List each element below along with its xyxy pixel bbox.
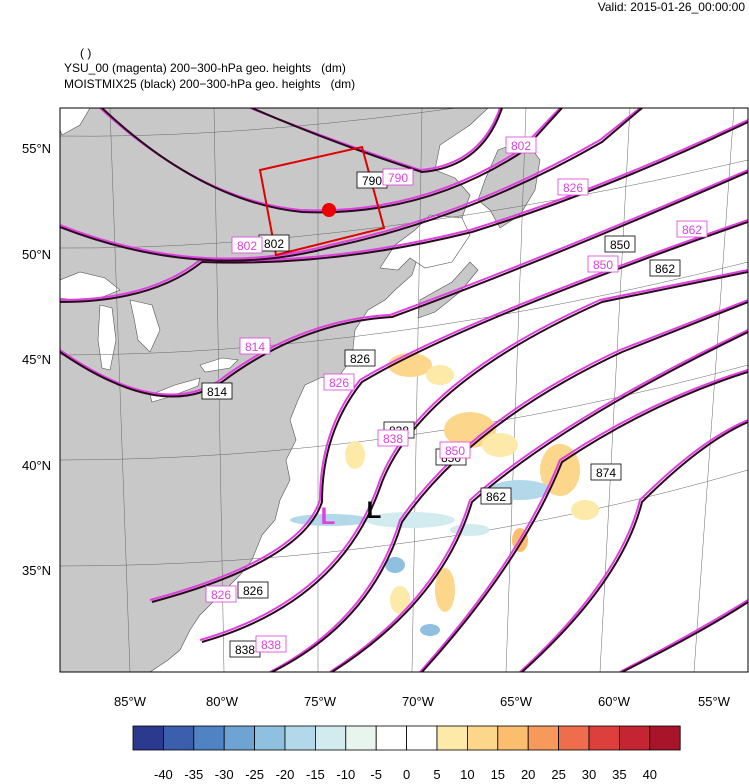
colorbar-box [466, 725, 499, 751]
colorbar-box [375, 725, 408, 751]
colorbar-tick-label: -25 [245, 767, 264, 782]
colorbar-box [649, 725, 681, 751]
black-label-790: 790 [362, 174, 382, 188]
colorbar-box [345, 725, 377, 751]
colorbar-tick-label: -30 [214, 767, 234, 782]
colorbar-box [132, 725, 164, 751]
colorbar-box [619, 725, 651, 751]
colorbar-tick-label: 10 [460, 767, 475, 782]
lon-label-80: 80°W [206, 694, 239, 709]
colorbar-tick-label: -20 [275, 767, 295, 782]
magenta-label-850-ne: 850 [593, 258, 613, 272]
magenta-label-826-s: 826 [211, 588, 231, 602]
colorbar-box [314, 725, 347, 751]
colorbar-tick-label: -15 [305, 767, 325, 782]
magenta-label-850: 850 [445, 444, 465, 458]
black-legend-text: MOISTMIX25 (black) 200−300-hPa geo. heig… [64, 77, 356, 91]
focus-box [258, 145, 386, 257]
black-label-814: 814 [207, 385, 227, 399]
lat-label-45: 45°N [22, 352, 51, 367]
colorbar-box [223, 725, 255, 751]
valid-time: Valid: 2015-01-26_00:00:00 [597, 0, 745, 14]
colorbar-box [162, 725, 195, 751]
colorbar-tick-label: -40 [153, 767, 173, 782]
colorbar-tick-label: -10 [336, 767, 356, 782]
colorbar-box [497, 725, 529, 751]
magenta-label-838: 838 [383, 432, 403, 446]
focus-dot [322, 203, 336, 217]
colorbar-box [284, 725, 316, 751]
lon-label-65: 65°W [500, 694, 533, 709]
colorbar-tick-label: -5 [370, 767, 382, 782]
colorbar-tick-label: 20 [520, 767, 536, 782]
lake-michigan [97, 304, 117, 371]
black-label-874: 874 [596, 466, 616, 480]
magenta-label-802: 802 [237, 239, 257, 253]
lake-superior [60, 271, 121, 301]
black-label-826: 826 [350, 352, 370, 366]
lat-label-55: 55°N [22, 141, 51, 156]
map-frame [59, 107, 749, 673]
lon-label-60: 60°W [598, 694, 631, 709]
lat-label-35: 35°N [22, 563, 51, 578]
graticule [60, 108, 748, 672]
lat-label-50: 50°N [22, 247, 51, 262]
low-marker-black: L [367, 497, 382, 524]
magenta-legend-text: YSU_00 (magenta) 200−300-hPa geo. height… [64, 61, 346, 75]
colorbar-tick-label: 25 [551, 767, 566, 782]
lat-label-group: 55°N 50°N 45°N 40°N 35°N [22, 141, 51, 578]
colorbar-tick-label: 0 [402, 767, 411, 782]
lon-label-75: 75°W [304, 694, 337, 709]
colorbar-box [406, 725, 438, 751]
lon-label-85: 85°W [114, 694, 147, 709]
colorbar-tick-label: -35 [184, 767, 204, 782]
magenta-label-826: 826 [329, 376, 349, 390]
magenta-label-862: 862 [682, 223, 702, 237]
hudson-bay-inlet [60, 108, 91, 136]
magenta-label-838-s: 838 [261, 638, 281, 652]
black-label-802: 802 [264, 237, 284, 251]
nova-scotia-land [417, 261, 479, 319]
lon-label-70: 70°W [402, 694, 435, 709]
plot-title: ( ) [80, 46, 92, 60]
colorbar-box [436, 725, 468, 751]
black-label-838-s: 838 [235, 643, 255, 657]
colorbar-box [193, 725, 225, 751]
magenta-label-814: 814 [245, 340, 265, 354]
lake-huron [129, 299, 161, 353]
colorbar-box [558, 725, 590, 751]
colorbar-tick-label: 30 [581, 767, 597, 782]
colorbar [132, 725, 681, 751]
black-label-850-ne: 850 [610, 238, 630, 252]
magenta-label-790: 790 [388, 171, 408, 185]
magenta-label-802-ne: 802 [511, 139, 531, 153]
black-contours [60, 108, 748, 672]
lon-label-55: 55°W [698, 694, 731, 709]
low-marker-magenta: L [321, 503, 336, 530]
black-label-862-ne: 862 [655, 262, 675, 276]
lon-label-group: 85°W 80°W 75°W 70°W 65°W 60°W 55°W [114, 694, 731, 709]
colorbar-box [527, 725, 560, 751]
colorbar-box [254, 725, 286, 751]
colorbar-tick-label: 15 [490, 767, 506, 782]
magenta-label-826-ne: 826 [563, 181, 583, 195]
colorbar-tick-label: 35 [612, 767, 627, 782]
colorbar-tick-label: 5 [433, 767, 441, 782]
black-label-826-s: 826 [243, 584, 263, 598]
black-label-862: 862 [486, 490, 506, 504]
lat-label-40: 40°N [22, 458, 51, 473]
colorbar-box [588, 725, 620, 751]
colorbar-tick-label: 40 [642, 767, 658, 782]
magenta-label-group: 790 802 802 814 826 826 838 850 850 862 … [205, 136, 708, 653]
